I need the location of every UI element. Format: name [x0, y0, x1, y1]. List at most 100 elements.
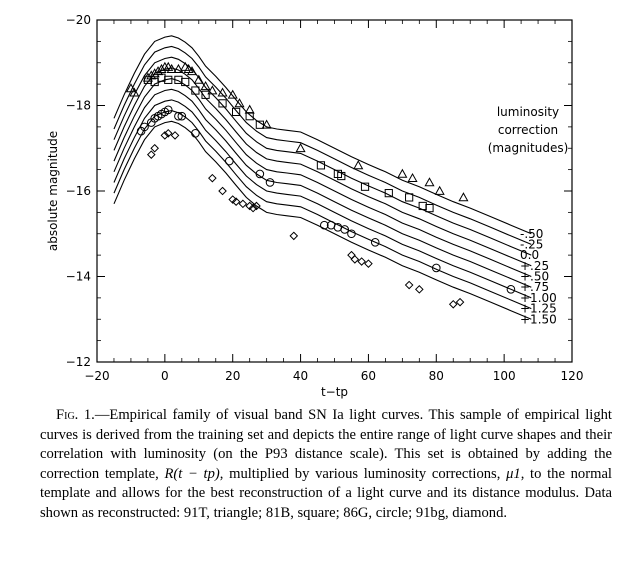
- diamond-marker: [150, 143, 159, 153]
- square-marker: [150, 77, 159, 87]
- diamond-marker: [160, 131, 170, 140]
- square-marker: [316, 161, 326, 170]
- circle-marker: [320, 220, 329, 230]
- diamond-marker: [364, 259, 373, 268]
- x-tick-label: −20: [84, 369, 109, 383]
- correction-title-line: luminosity: [497, 105, 559, 119]
- diamond-marker: [350, 255, 360, 264]
- triangle-marker: [407, 172, 418, 183]
- caption-math-template: R(t − tp): [164, 465, 220, 482]
- y-axis-label: absolute magnitude: [46, 131, 60, 251]
- circle-marker: [225, 156, 234, 166]
- circle-marker: [163, 105, 173, 115]
- light-curve-line: [113, 67, 532, 267]
- triangle-marker: [193, 74, 204, 84]
- correction-label: +.25: [520, 259, 549, 273]
- triangle-marker: [207, 85, 218, 95]
- x-tick-label: 40: [293, 369, 308, 383]
- triangle-marker: [156, 63, 167, 74]
- axis-ticks: [96, 19, 573, 363]
- triangle-marker: [295, 143, 306, 153]
- correction-label: +1.25: [520, 302, 557, 316]
- circle-marker: [255, 169, 265, 179]
- caption-math-mu: μ1: [506, 465, 521, 482]
- circle-marker: [265, 178, 275, 187]
- diamond-marker: [404, 280, 414, 290]
- light-curve-line: [113, 110, 532, 310]
- figure: −20 0 20 40 60 80 100 120 −20 −18 −16 −14 −12 -.50 -.…: [46, 13, 584, 399]
- triangle-marker: [353, 160, 364, 170]
- y-tick-label: −16: [66, 184, 91, 198]
- square-marker: [337, 171, 346, 181]
- diamond-marker: [238, 199, 248, 209]
- figure-caption: Fig. 1.—Empirical family of visual band …: [40, 406, 612, 523]
- triangle-marker: [227, 89, 238, 99]
- correction-labels: -.50-.250.0+.25+.50+.75+1.00+1.25+1.50 lu…: [488, 105, 569, 326]
- triangle-marker: [397, 168, 408, 178]
- square-marker: [245, 112, 254, 121]
- x-tick-label: 80: [429, 369, 444, 383]
- square-marker: [164, 75, 173, 84]
- light-curve-line: [113, 99, 532, 299]
- square-marker: [232, 107, 241, 117]
- square-marker: [384, 189, 393, 198]
- diamond-marker: [170, 131, 180, 140]
- correction-label: +.75: [520, 280, 549, 294]
- square-marker: [191, 86, 200, 95]
- light-curve-line: [113, 45, 532, 245]
- diamond-marker: [228, 195, 238, 204]
- correction-label: +.50: [520, 270, 549, 284]
- diamond-marker: [218, 186, 227, 196]
- square-marker: [360, 182, 370, 191]
- triangle-marker: [125, 83, 136, 93]
- diamond-marker: [448, 299, 458, 309]
- x-axis-label: t−tp: [321, 385, 348, 399]
- circle-marker: [347, 229, 356, 239]
- light-curve-line: [113, 35, 532, 235]
- correction-label: 0.0: [520, 248, 539, 262]
- diamond-marker: [455, 297, 465, 307]
- diamond-marker: [289, 231, 299, 241]
- light-curves: [113, 35, 532, 320]
- circle-marker: [431, 263, 441, 273]
- triangle-marker: [434, 185, 445, 195]
- diamond-marker: [415, 285, 424, 294]
- triangle-marker: [261, 119, 272, 129]
- triangle-marker: [458, 192, 469, 202]
- diamond-marker: [347, 250, 356, 260]
- caption-text-2: , multiplied by various luminosity corre…: [219, 465, 507, 482]
- x-tick-label: 100: [493, 369, 516, 383]
- correction-title-line: correction: [498, 123, 558, 137]
- triangle-marker: [234, 98, 245, 108]
- y-tick-label: −20: [66, 13, 91, 27]
- y-tick-label: −14: [66, 270, 91, 284]
- diamond-marker: [248, 203, 258, 213]
- diamond-marker: [357, 257, 366, 266]
- y-tick-label: −12: [66, 355, 91, 369]
- triangle-marker: [129, 87, 140, 97]
- diamond-marker: [208, 173, 217, 183]
- square-marker: [218, 99, 227, 108]
- figure-number: Fig. 1.: [56, 407, 95, 423]
- correction-label: +1.00: [520, 291, 557, 305]
- circle-marker: [340, 225, 349, 234]
- correction-label: -.25: [520, 237, 543, 251]
- light-curve-line: [113, 120, 532, 320]
- x-tick-label: 120: [561, 369, 584, 383]
- axis-tick-labels: −20 0 20 40 60 80 100 120 −20 −18 −16 −14 −12: [66, 13, 584, 383]
- square-marker: [201, 90, 210, 99]
- circle-marker: [191, 128, 200, 138]
- light-curve-line: [113, 56, 532, 256]
- light-curve-line: [113, 78, 532, 278]
- data-markers: [125, 61, 516, 309]
- triangle-marker: [244, 104, 255, 114]
- square-marker: [425, 204, 434, 213]
- circle-marker: [370, 238, 380, 247]
- triangle-marker: [217, 87, 228, 97]
- x-tick-label: 0: [161, 369, 169, 383]
- square-marker: [405, 193, 414, 202]
- circle-marker: [174, 111, 183, 121]
- square-marker: [181, 77, 190, 87]
- light-curve-chart: −20 0 20 40 60 80 100 120 −20 −18 −16 −14 −12 -.50-.…: [46, 13, 584, 399]
- square-marker: [255, 120, 264, 129]
